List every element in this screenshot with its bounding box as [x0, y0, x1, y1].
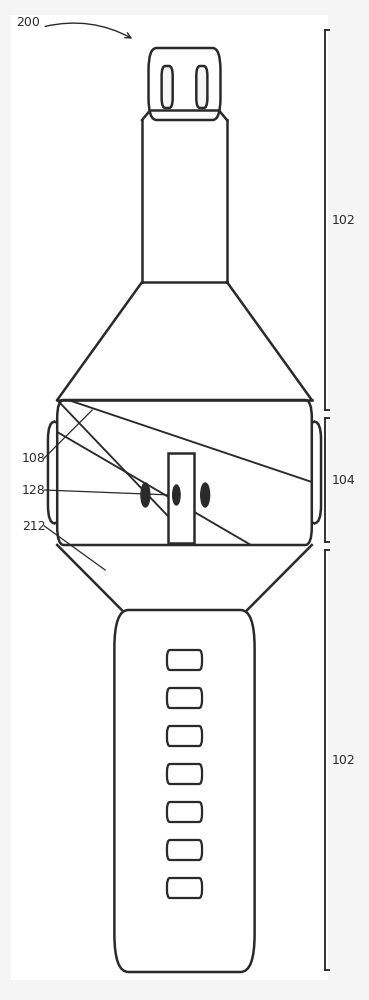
FancyBboxPatch shape [167, 688, 202, 708]
Text: 128: 128 [22, 484, 46, 496]
Bar [11, 15, 328, 980]
Text: 104: 104 [332, 474, 356, 487]
FancyBboxPatch shape [167, 764, 202, 784]
FancyBboxPatch shape [167, 878, 202, 898]
FancyBboxPatch shape [167, 802, 202, 822]
FancyBboxPatch shape [162, 66, 173, 108]
Circle shape [201, 483, 210, 507]
FancyBboxPatch shape [167, 840, 202, 860]
Circle shape [141, 483, 150, 507]
Text: 212: 212 [22, 520, 46, 532]
FancyBboxPatch shape [308, 422, 321, 523]
FancyBboxPatch shape [148, 48, 220, 120]
FancyBboxPatch shape [114, 610, 255, 972]
Circle shape [173, 485, 180, 505]
Polygon shape [57, 282, 312, 400]
Polygon shape [57, 545, 312, 610]
FancyBboxPatch shape [48, 422, 61, 523]
FancyBboxPatch shape [57, 400, 312, 545]
Text: 200: 200 [17, 15, 41, 28]
Bar [142, 120, 227, 282]
FancyBboxPatch shape [167, 726, 202, 746]
Bar [168, 453, 194, 543]
Text: 108: 108 [22, 452, 46, 464]
FancyBboxPatch shape [167, 650, 202, 670]
Text: 102: 102 [332, 214, 356, 227]
Text: 102: 102 [332, 754, 356, 766]
FancyBboxPatch shape [196, 66, 207, 108]
